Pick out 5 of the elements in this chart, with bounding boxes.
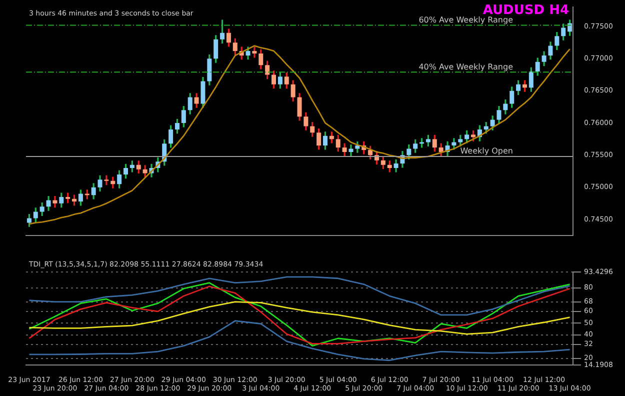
ref-line-label: 40% Ave Weekly Range bbox=[418, 62, 514, 72]
candlestick bbox=[104, 175, 109, 186]
ref-line-label: Weekly Open bbox=[460, 146, 513, 156]
ref-line-label: 60% Ave Weekly Range bbox=[418, 15, 514, 24]
chart-title: AUDUSD H4 bbox=[482, 2, 569, 18]
